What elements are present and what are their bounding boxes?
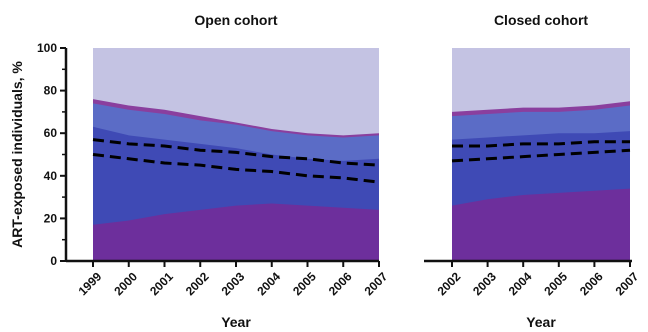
y-tick-label: 100	[37, 41, 57, 55]
x-axis-label: Year	[526, 314, 556, 330]
y-tick-label: 80	[44, 84, 58, 98]
x-tick-label: 2006	[326, 269, 355, 298]
x-tick-label: 2004	[506, 269, 535, 298]
x-tick-label: 2000	[111, 269, 140, 298]
y-tick-label: 40	[44, 169, 58, 183]
x-tick-label: 2003	[470, 269, 499, 298]
x-tick-label: 2002	[183, 269, 212, 298]
x-tick-label: 2005	[541, 269, 570, 298]
closed-cohort-panel: 2002 2003 2004 2005 2006 2007 Closed cohort Yea…	[424, 12, 642, 330]
x-tick-label: 2002	[435, 269, 464, 298]
dashed-line-0	[452, 140, 630, 148]
x-tick-label: 1999	[76, 269, 105, 298]
y-tick-label: 20	[44, 211, 58, 225]
open-cohort-panel: 1999 2000 2001 2002 2003 2004 2005 2006 2007 0 20 4…	[9, 12, 391, 330]
x-tick-label: 2004	[254, 269, 283, 298]
dashed-line-0	[92, 138, 380, 167]
dashed-line-1	[451, 148, 631, 163]
x-tick-label: 2003	[219, 269, 248, 298]
y-axis-label: ART-exposed individuals, %	[9, 61, 25, 248]
dashed-line-1	[92, 153, 380, 184]
area-band-0	[452, 188, 630, 261]
panel-title: Closed cohort	[494, 12, 588, 28]
x-tick-label: 2007	[362, 269, 391, 298]
panel-title: Open cohort	[194, 12, 278, 28]
x-tick-label: 2006	[577, 269, 606, 298]
y-tick-label: 60	[44, 126, 58, 140]
x-tick-label: 2005	[290, 269, 319, 298]
x-tick-label: 2001	[147, 269, 176, 298]
x-tick-label: 2007	[613, 269, 642, 298]
area-band-0	[93, 203, 379, 261]
x-axis-label: Year	[221, 314, 251, 330]
y-tick-label: 0	[50, 254, 57, 268]
